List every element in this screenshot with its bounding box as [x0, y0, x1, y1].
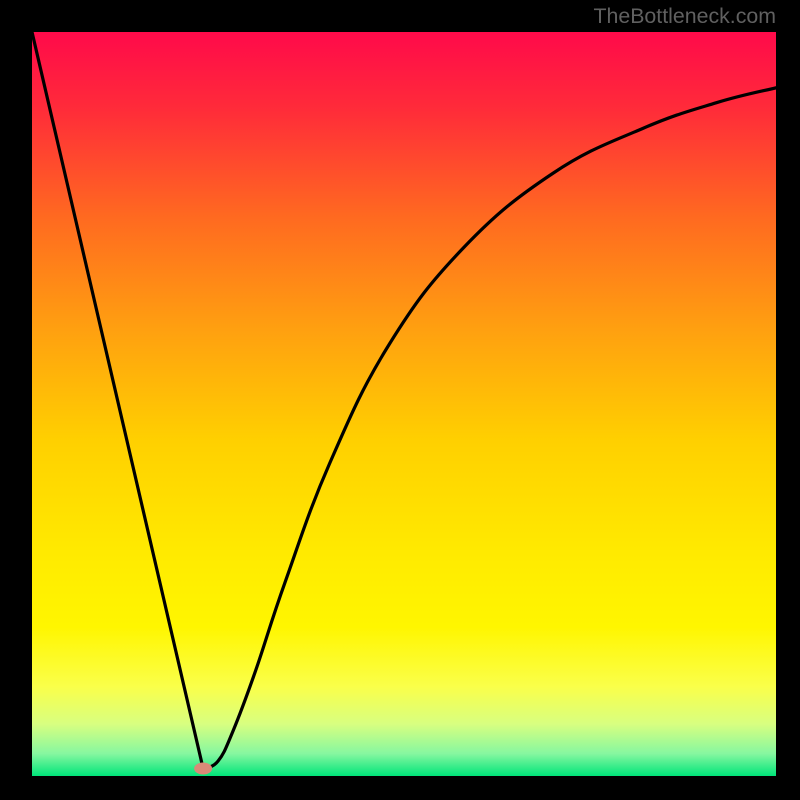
bottleneck-curve [32, 32, 776, 776]
canvas: TheBottleneck.com [0, 0, 800, 800]
plot-area [32, 32, 776, 776]
attribution-text: TheBottleneck.com [593, 4, 776, 29]
minimum-marker [194, 763, 212, 775]
curve-path [32, 32, 776, 769]
